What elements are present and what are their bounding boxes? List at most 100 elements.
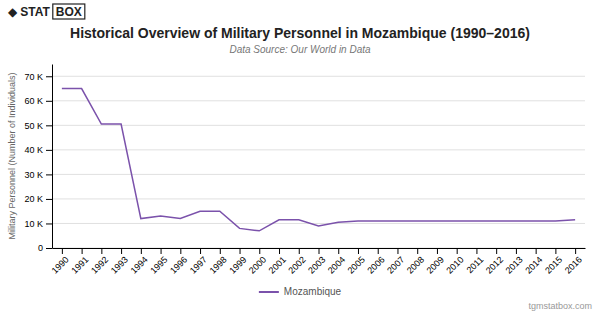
- x-tick: 2004: [326, 248, 347, 276]
- x-tick-label: 2010: [444, 254, 465, 275]
- x-tick-label: 2011: [465, 254, 486, 275]
- x-tick-label: 2001: [267, 254, 288, 275]
- x-tick-mark: [397, 248, 398, 254]
- y-tick: 40 K: [24, 145, 52, 155]
- subtitle: Data Source: Our World in Data: [229, 44, 371, 55]
- grid-line: [52, 149, 585, 150]
- x-tick-mark: [62, 248, 63, 254]
- x-tick-label: 2007: [385, 254, 406, 275]
- x-tick: 2008: [405, 248, 426, 276]
- x-tick-label: 2003: [306, 254, 327, 275]
- y-tick-label: 20 K: [24, 194, 43, 204]
- y-tick-mark: [46, 76, 52, 77]
- x-tick: 2007: [385, 248, 406, 276]
- y-tick-mark: [46, 150, 52, 151]
- x-tick-label: 2015: [543, 254, 564, 275]
- y-tick-label: 60 K: [24, 96, 43, 106]
- x-tick-label: 1991: [69, 254, 90, 275]
- x-tick-label: 2008: [405, 254, 426, 275]
- x-tick-mark: [496, 248, 497, 254]
- plot-area: [62, 89, 575, 231]
- x-tick: 2005: [346, 248, 367, 276]
- x-tick: 1994: [129, 248, 150, 276]
- y-tick-label: 40 K: [24, 145, 43, 155]
- x-tick-mark: [101, 248, 102, 254]
- x-tick: 2012: [484, 248, 505, 276]
- title: Historical Overview of Military Personne…: [70, 25, 530, 41]
- x-tick-label: 1995: [148, 254, 169, 275]
- x-tick-mark: [220, 248, 221, 254]
- series-line: [62, 89, 575, 231]
- x-tick-mark: [358, 248, 359, 254]
- x-tick-mark: [161, 248, 162, 254]
- x-tick-mark: [555, 248, 556, 254]
- grid-line: [52, 198, 585, 199]
- x-tick: 2011: [465, 248, 486, 275]
- x-tick-mark: [259, 248, 260, 254]
- x-tick-mark: [417, 248, 418, 254]
- y-axis-line: [52, 65, 53, 249]
- x-tick-label: 1999: [227, 254, 248, 275]
- x-tick-mark: [378, 248, 379, 254]
- y-tick: 20 K: [24, 194, 52, 204]
- x-tick: 2000: [247, 248, 268, 276]
- x-tick-mark: [476, 248, 477, 254]
- y-tick-mark: [46, 174, 52, 175]
- x-axis: 1990199119921993199419951996199719981999…: [50, 248, 586, 276]
- x-tick-mark: [516, 248, 517, 254]
- x-tick-label: 2000: [247, 254, 268, 275]
- x-tick: 2014: [523, 248, 544, 276]
- x-tick-label: 1993: [109, 254, 130, 275]
- logo-text: ◆: [8, 5, 18, 19]
- logo-text: STAT: [20, 5, 50, 19]
- x-tick: 1993: [109, 248, 130, 276]
- x-tick-label: 2005: [346, 254, 367, 275]
- x-tick: 2013: [504, 248, 525, 276]
- logo: ◆STAT BOX: [8, 4, 85, 19]
- x-tick-mark: [180, 248, 181, 254]
- y-tick-label: 30 K: [24, 170, 43, 180]
- grid-line: [52, 125, 585, 126]
- y-tick-mark: [46, 125, 52, 126]
- logo-boxed-text: BOX: [56, 5, 82, 19]
- x-tick: 2003: [306, 248, 327, 276]
- x-tick-label: 1994: [129, 254, 150, 275]
- x-tick-label: 1990: [50, 254, 71, 275]
- x-tick-mark: [279, 248, 280, 254]
- y-axis: 0 10 K 20 K 30 K 40 K 50 K 60 K 70 K: [24, 65, 52, 254]
- legend-label: Mozambique: [284, 286, 342, 297]
- x-tick: 2002: [286, 248, 307, 276]
- y-tick-mark: [46, 223, 52, 224]
- y-tick-label: 10 K: [24, 219, 43, 229]
- chart: 010 K20 K30 K40 K50 K60 K70 K19901991199…: [0, 0, 600, 314]
- grid-line: [52, 100, 585, 101]
- x-tick: 1999: [227, 248, 248, 276]
- x-tick: 2016: [563, 248, 584, 276]
- x-tick: 1996: [168, 248, 189, 276]
- x-tick-label: 2013: [504, 254, 525, 275]
- logo-box: [53, 4, 85, 19]
- x-tick: 1997: [188, 248, 209, 276]
- grid: [52, 76, 585, 248]
- x-tick-mark: [240, 248, 241, 254]
- x-tick-label: 1997: [188, 254, 209, 275]
- x-tick: 2001: [267, 248, 288, 276]
- y-tick-label: 70 K: [24, 72, 43, 82]
- y-tick: 0: [38, 243, 52, 253]
- y-tick: 70 K: [24, 72, 52, 82]
- y-tick-label: 50 K: [24, 121, 43, 131]
- x-tick-mark: [536, 248, 537, 254]
- x-tick-mark: [200, 248, 201, 254]
- x-tick: 2006: [365, 248, 386, 276]
- x-tick: 1991: [69, 248, 90, 276]
- y-axis-title: Military Personnel (Number of Individual…: [7, 72, 17, 239]
- x-tick: 2010: [444, 248, 465, 276]
- y-tick-mark: [46, 101, 52, 102]
- y-tick-mark: [46, 199, 52, 200]
- legend: Mozambique: [259, 286, 342, 297]
- x-tick: 2009: [425, 248, 446, 276]
- x-tick-label: 2004: [326, 254, 347, 275]
- x-tick-mark: [82, 248, 83, 254]
- grid-line: [52, 76, 585, 77]
- x-tick-label: 1992: [89, 254, 110, 275]
